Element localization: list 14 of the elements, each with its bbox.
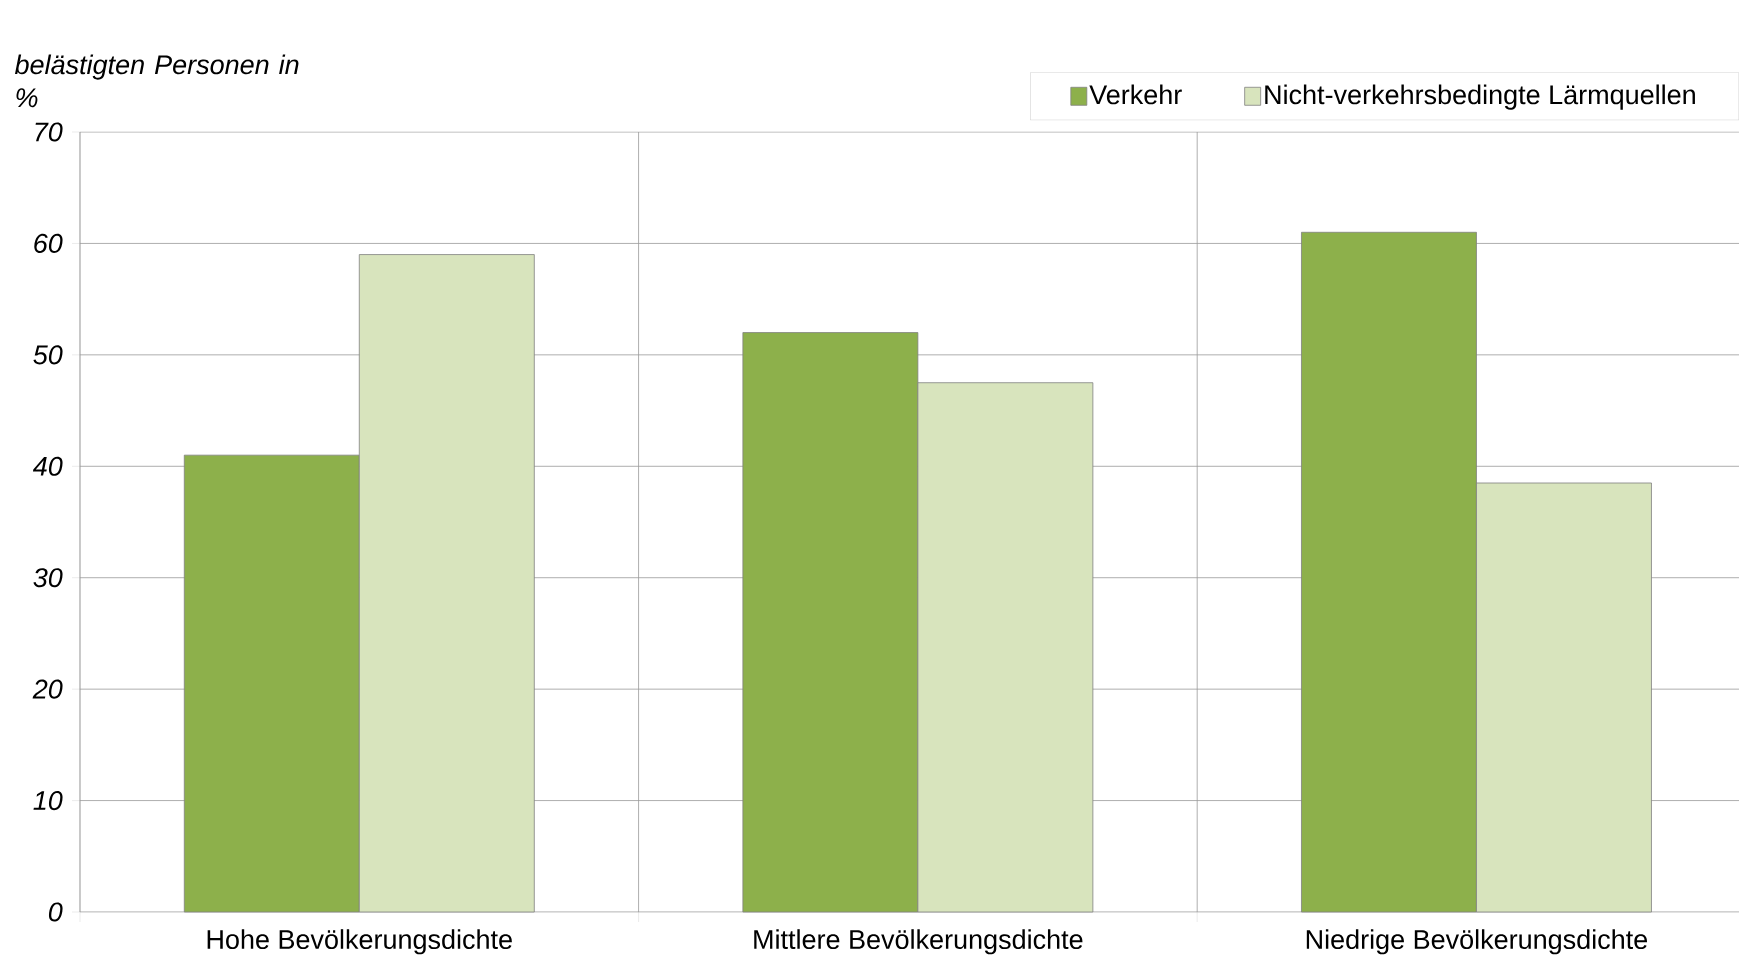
y-tick-label: 20: [32, 679, 63, 699]
y-tick-label: 60: [34, 233, 63, 253]
x-tick-label: Mittlere Bevölkerungsdichte: [754, 929, 1083, 955]
y-tick-label: 30: [33, 568, 63, 588]
legend-label: Verkehr: [1089, 84, 1182, 105]
y-axis-title: belästigten Personen in %: [14, 54, 299, 108]
legend-label: Nicht-verkehrsbedingte Lärmquellen: [1265, 84, 1695, 110]
y-tick-label: 40: [32, 456, 63, 476]
x-tick-label: Hohe Bevölkerungsdichte: [207, 929, 512, 955]
y-tick-label: 0: [48, 902, 63, 922]
y-tick-label: 10: [33, 791, 63, 811]
y-tick-label: 70: [35, 122, 63, 142]
y-tick-label: 50: [33, 345, 63, 365]
x-tick-label: Niedrige Bevölkerungsdichte: [1306, 929, 1648, 955]
